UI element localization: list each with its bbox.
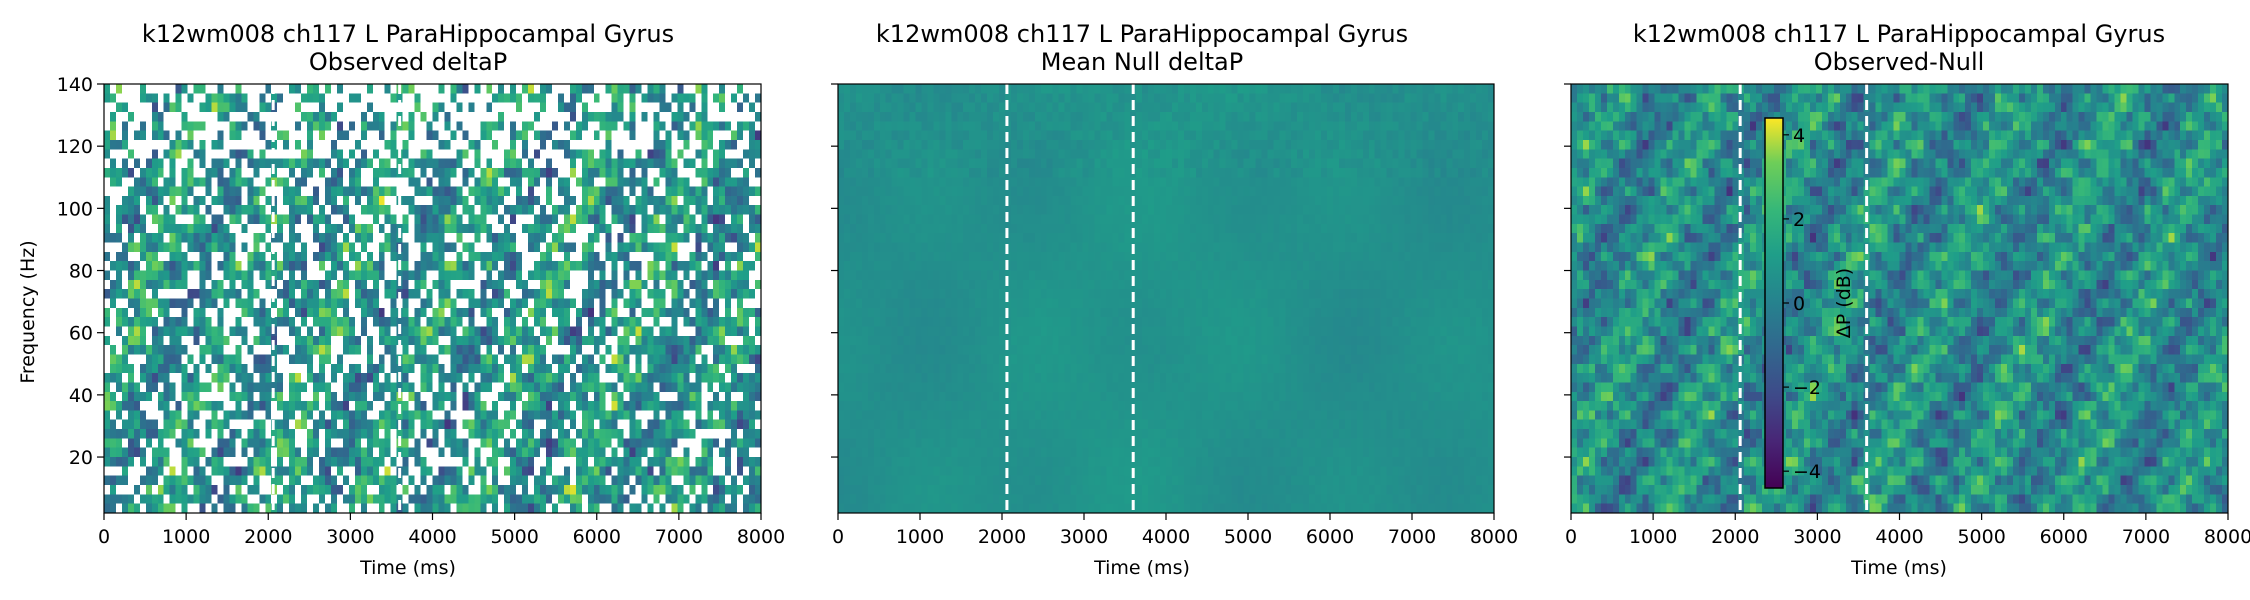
- x-tick-label: 0: [98, 526, 110, 548]
- x-tick-label: 6000: [573, 526, 621, 548]
- x-axis-label: Time (ms): [359, 557, 456, 579]
- x-tick-label: 8000: [737, 526, 785, 548]
- colorbar-tick-label: 0: [1793, 293, 1805, 315]
- y-tick-label: 140: [57, 74, 93, 96]
- x-tick-label: 4000: [408, 526, 456, 548]
- x-tick-label: 8000: [2204, 526, 2250, 548]
- y-tick-label: 100: [57, 198, 93, 220]
- x-axis-label: Time (ms): [1850, 557, 1947, 579]
- x-tick-label: 3000: [326, 526, 374, 548]
- y-tick-label: 20: [69, 447, 93, 469]
- x-tick-label: 3000: [1793, 526, 1841, 548]
- colorbar-gradient: [1764, 117, 1784, 489]
- x-tick-label: 8000: [1470, 526, 1518, 548]
- x-tick-label: 4000: [1875, 526, 1923, 548]
- x-tick-label: 2000: [978, 526, 1026, 548]
- y-axis-label: Frequency (Hz): [17, 240, 39, 383]
- x-tick-label: 7000: [655, 526, 703, 548]
- panel-null: k12wm008 ch117 L ParaHippocampal Gyrus M…: [831, 20, 1518, 579]
- heatmap-cells: [104, 84, 762, 514]
- x-tick-label: 5000: [490, 526, 538, 548]
- x-tick-label: 2000: [244, 526, 292, 548]
- panel-difference: k12wm008 ch117 L ParaHippocampal Gyrus O…: [1564, 20, 2250, 579]
- y-tick-label: 60: [69, 323, 93, 345]
- y-tick-label: 120: [57, 136, 93, 158]
- x-tick-label: 4000: [1142, 526, 1190, 548]
- panel-subtitle: Observed deltaP: [309, 48, 507, 76]
- colorbar-tick-label: −2: [1793, 377, 1821, 399]
- colorbar-tick-label: 4: [1793, 125, 1805, 147]
- x-tick-label: 6000: [2040, 526, 2088, 548]
- panel-title: k12wm008 ch117 L ParaHippocampal Gyrus: [142, 20, 674, 48]
- colorbar: 4 2 0 −2 −4 ΔP (dB): [1764, 117, 1855, 489]
- panel-title: k12wm008 ch117 L ParaHippocampal Gyrus: [876, 20, 1408, 48]
- colorbar-label: ΔP (dB): [1833, 268, 1855, 338]
- panel-subtitle: Mean Null deltaP: [1041, 48, 1243, 76]
- panel-subtitle: Observed-Null: [1814, 48, 1985, 76]
- x-tick-label: 5000: [1957, 526, 2005, 548]
- x-tick-label: 7000: [1388, 526, 1436, 548]
- panel-observed: k12wm008 ch117 L ParaHippocampal Gyrus O…: [17, 20, 785, 579]
- heatmap-observed: 0 1000 2000 3000 4000 5000 6000 7000 8000 20 40 60 8…: [57, 74, 785, 548]
- x-tick-label: 5000: [1224, 526, 1272, 548]
- x-tick-label: 0: [832, 526, 844, 548]
- y-tick-label: 80: [69, 261, 93, 283]
- x-tick-label: 6000: [1306, 526, 1354, 548]
- x-tick-label: 1000: [162, 526, 210, 548]
- x-tick-label: 2000: [1711, 526, 1759, 548]
- heatmap-null: 0 1000 2000 3000 4000 5000 6000 7000 8000: [831, 83, 1518, 548]
- x-tick-label: 0: [1565, 526, 1577, 548]
- y-tick-label: 40: [69, 385, 93, 407]
- x-tick-label: 3000: [1060, 526, 1108, 548]
- x-axis-label: Time (ms): [1093, 557, 1190, 579]
- colorbar-tick-label: 2: [1793, 209, 1805, 231]
- heatmap-cells: [1571, 84, 2229, 514]
- x-tick-label: 7000: [2122, 526, 2170, 548]
- x-tick-label: 1000: [896, 526, 944, 548]
- heatmap-cells: [838, 84, 1495, 514]
- x-tick-label: 1000: [1629, 526, 1677, 548]
- panel-title: k12wm008 ch117 L ParaHippocampal Gyrus: [1633, 20, 2165, 48]
- colorbar-tick-label: −4: [1793, 461, 1821, 483]
- heatmap-difference: 0 1000 2000 3000 4000 5000 6000 7000 8000: [1564, 83, 2250, 548]
